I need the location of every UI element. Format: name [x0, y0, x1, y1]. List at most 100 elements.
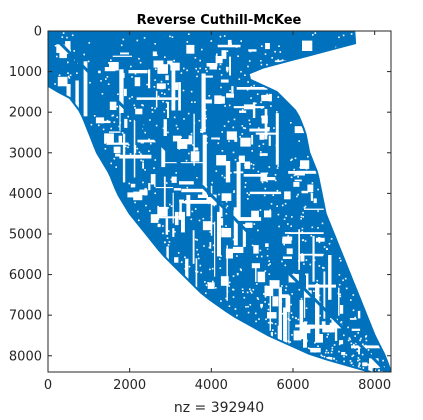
- gap-block: [225, 248, 233, 259]
- gap-block: [271, 280, 280, 289]
- gap-speck: [343, 355, 345, 358]
- gap-speck: [241, 133, 244, 135]
- gap-speck: [154, 159, 157, 161]
- gap-speck: [135, 198, 138, 200]
- gap-block: [279, 294, 289, 298]
- gap-speck: [206, 70, 208, 73]
- gap-speck: [352, 294, 355, 296]
- gap-speck: [266, 172, 269, 175]
- gap-speck: [121, 132, 124, 134]
- gap-speck: [244, 164, 246, 166]
- gap-speck: [101, 93, 104, 95]
- gap-speck: [138, 57, 140, 60]
- gap-speck: [176, 127, 179, 130]
- gap-streak: [277, 325, 280, 372]
- gap-block: [308, 324, 314, 329]
- gap-block: [188, 135, 193, 140]
- gap-speck: [269, 209, 271, 211]
- gap-speck: [213, 204, 216, 207]
- gap-speck: [251, 150, 253, 152]
- gap-speck: [106, 119, 109, 122]
- gap-speck: [220, 255, 222, 257]
- gap-block: [357, 310, 361, 319]
- gap-speck: [219, 35, 222, 38]
- gap-speck: [220, 74, 223, 76]
- gap-speck: [240, 40, 242, 42]
- gap-block: [109, 101, 117, 110]
- gap-block: [253, 245, 259, 254]
- gap-speck: [209, 231, 212, 233]
- gap-speck: [362, 343, 364, 346]
- gap-speck: [272, 194, 275, 196]
- gap-speck: [338, 257, 341, 259]
- gap-speck: [344, 277, 347, 280]
- gap-speck: [339, 293, 341, 296]
- gap-speck: [56, 55, 58, 58]
- gap-speck: [157, 205, 159, 208]
- gap-speck: [266, 255, 269, 257]
- gap-block: [257, 271, 266, 283]
- gap-speck: [291, 316, 294, 318]
- gap-speck: [186, 69, 188, 72]
- gap-streak: [243, 174, 262, 177]
- gap-block: [301, 190, 309, 194]
- gap-speck: [209, 268, 211, 271]
- gap-speck: [226, 290, 229, 293]
- y-tick-label: 3000: [9, 146, 42, 161]
- gap-speck: [345, 354, 348, 356]
- gap-streak: [163, 176, 166, 208]
- gap-speck: [232, 238, 235, 241]
- gap-block: [293, 182, 300, 187]
- gap-speck: [133, 104, 136, 107]
- gap-speck: [321, 222, 324, 225]
- gap-streak: [181, 188, 204, 193]
- gap-speck: [290, 122, 292, 124]
- gap-speck: [264, 270, 267, 272]
- gap-block: [216, 155, 227, 166]
- gap-speck: [233, 106, 236, 108]
- gap-streak: [249, 128, 270, 132]
- gap-speck: [318, 239, 321, 242]
- gap-speck: [161, 207, 163, 210]
- gap-speck: [303, 334, 306, 336]
- gap-block: [220, 79, 229, 83]
- y-tick-label: 1000: [9, 65, 42, 80]
- gap-speck: [160, 80, 163, 83]
- gap-speck: [177, 252, 180, 254]
- gap-speck: [262, 143, 265, 145]
- gap-speck: [260, 63, 263, 66]
- gap-speck: [226, 50, 229, 52]
- gap-speck: [127, 146, 129, 149]
- gap-block: [59, 51, 67, 59]
- gap-streak: [112, 55, 132, 57]
- gap-speck: [336, 318, 338, 321]
- gap-speck: [58, 74, 61, 76]
- gap-speck: [331, 346, 334, 349]
- gap-speck: [161, 83, 164, 86]
- gap-speck: [262, 277, 265, 279]
- gap-streak: [283, 307, 288, 350]
- gap-speck: [274, 332, 277, 335]
- gap-speck: [260, 101, 262, 104]
- gap-speck: [275, 144, 278, 147]
- gap-speck: [297, 193, 299, 196]
- gap-speck: [218, 193, 220, 196]
- gap-speck: [337, 292, 340, 295]
- gap-speck: [306, 340, 308, 342]
- gap-speck: [276, 111, 278, 113]
- gap-speck: [293, 273, 295, 276]
- gap-speck: [205, 117, 207, 120]
- gap-block: [243, 104, 254, 110]
- gap-speck: [237, 55, 239, 57]
- gap-streak: [236, 217, 262, 221]
- gap-block: [259, 153, 268, 156]
- gap-speck: [193, 122, 196, 124]
- gap-speck: [323, 267, 325, 269]
- gap-speck: [240, 70, 242, 73]
- gap-block: [221, 193, 232, 201]
- gap-speck: [330, 318, 332, 320]
- gap-block: [268, 93, 272, 102]
- gap-speck: [257, 298, 260, 300]
- gap-speck: [205, 292, 207, 294]
- gap-speck: [221, 174, 224, 177]
